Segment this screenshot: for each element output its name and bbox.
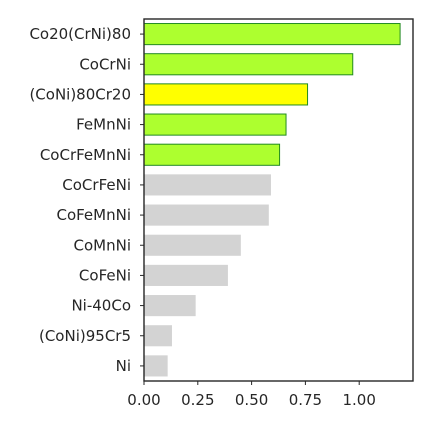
y-tick-label-11: Ni [116,357,131,375]
bar-7 [144,234,241,256]
y-tick-label-6: CoFeMnNi [56,206,131,224]
bar-10 [144,325,172,347]
y-tick-label-4: CoCrFeMnNi [40,146,131,164]
x-tick-label-4: 1.00 [342,391,375,409]
plot-frame [143,18,414,382]
y-tick-label-0: Co20(CrNi)80 [29,25,131,43]
bar-8 [144,264,228,286]
bar-5 [144,174,271,196]
bar-9 [144,295,196,317]
bar-6 [144,204,269,226]
y-tick-label-1: CoCrNi [79,55,131,73]
x-tick-label-2: 0.50 [235,391,268,409]
y-tick-labels: Co20(CrNi)80 CoCrNi (CoNi)80Cr20 FeMnNi CoCr… [29,25,144,375]
y-tick-label-7: CoMnNi [74,236,132,254]
y-tick-label-2: (CoNi)80Cr20 [29,85,131,103]
y-tick-label-5: CoCrFeNi [62,176,131,194]
bar-3 [143,113,287,136]
bar-1 [143,53,354,76]
bar-4 [143,143,281,166]
y-tick-label-3: FeMnNi [76,116,131,134]
y-tick-label-9: Ni-40Co [71,297,131,315]
y-tick-label-8: CoFeNi [79,266,131,284]
x-tick-label-0: 0.00 [127,391,160,409]
bars-group [143,23,401,377]
y-tick-label-10: (CoNi)95Cr5 [39,327,131,345]
bar-2 [143,83,309,106]
bar-11 [144,355,168,377]
bar-0 [143,23,401,46]
x-ticks: 0.00 0.25 0.50 0.75 1.00 [127,381,376,409]
x-tick-label-1: 0.25 [181,391,214,409]
x-tick-label-3: 0.75 [289,391,322,409]
